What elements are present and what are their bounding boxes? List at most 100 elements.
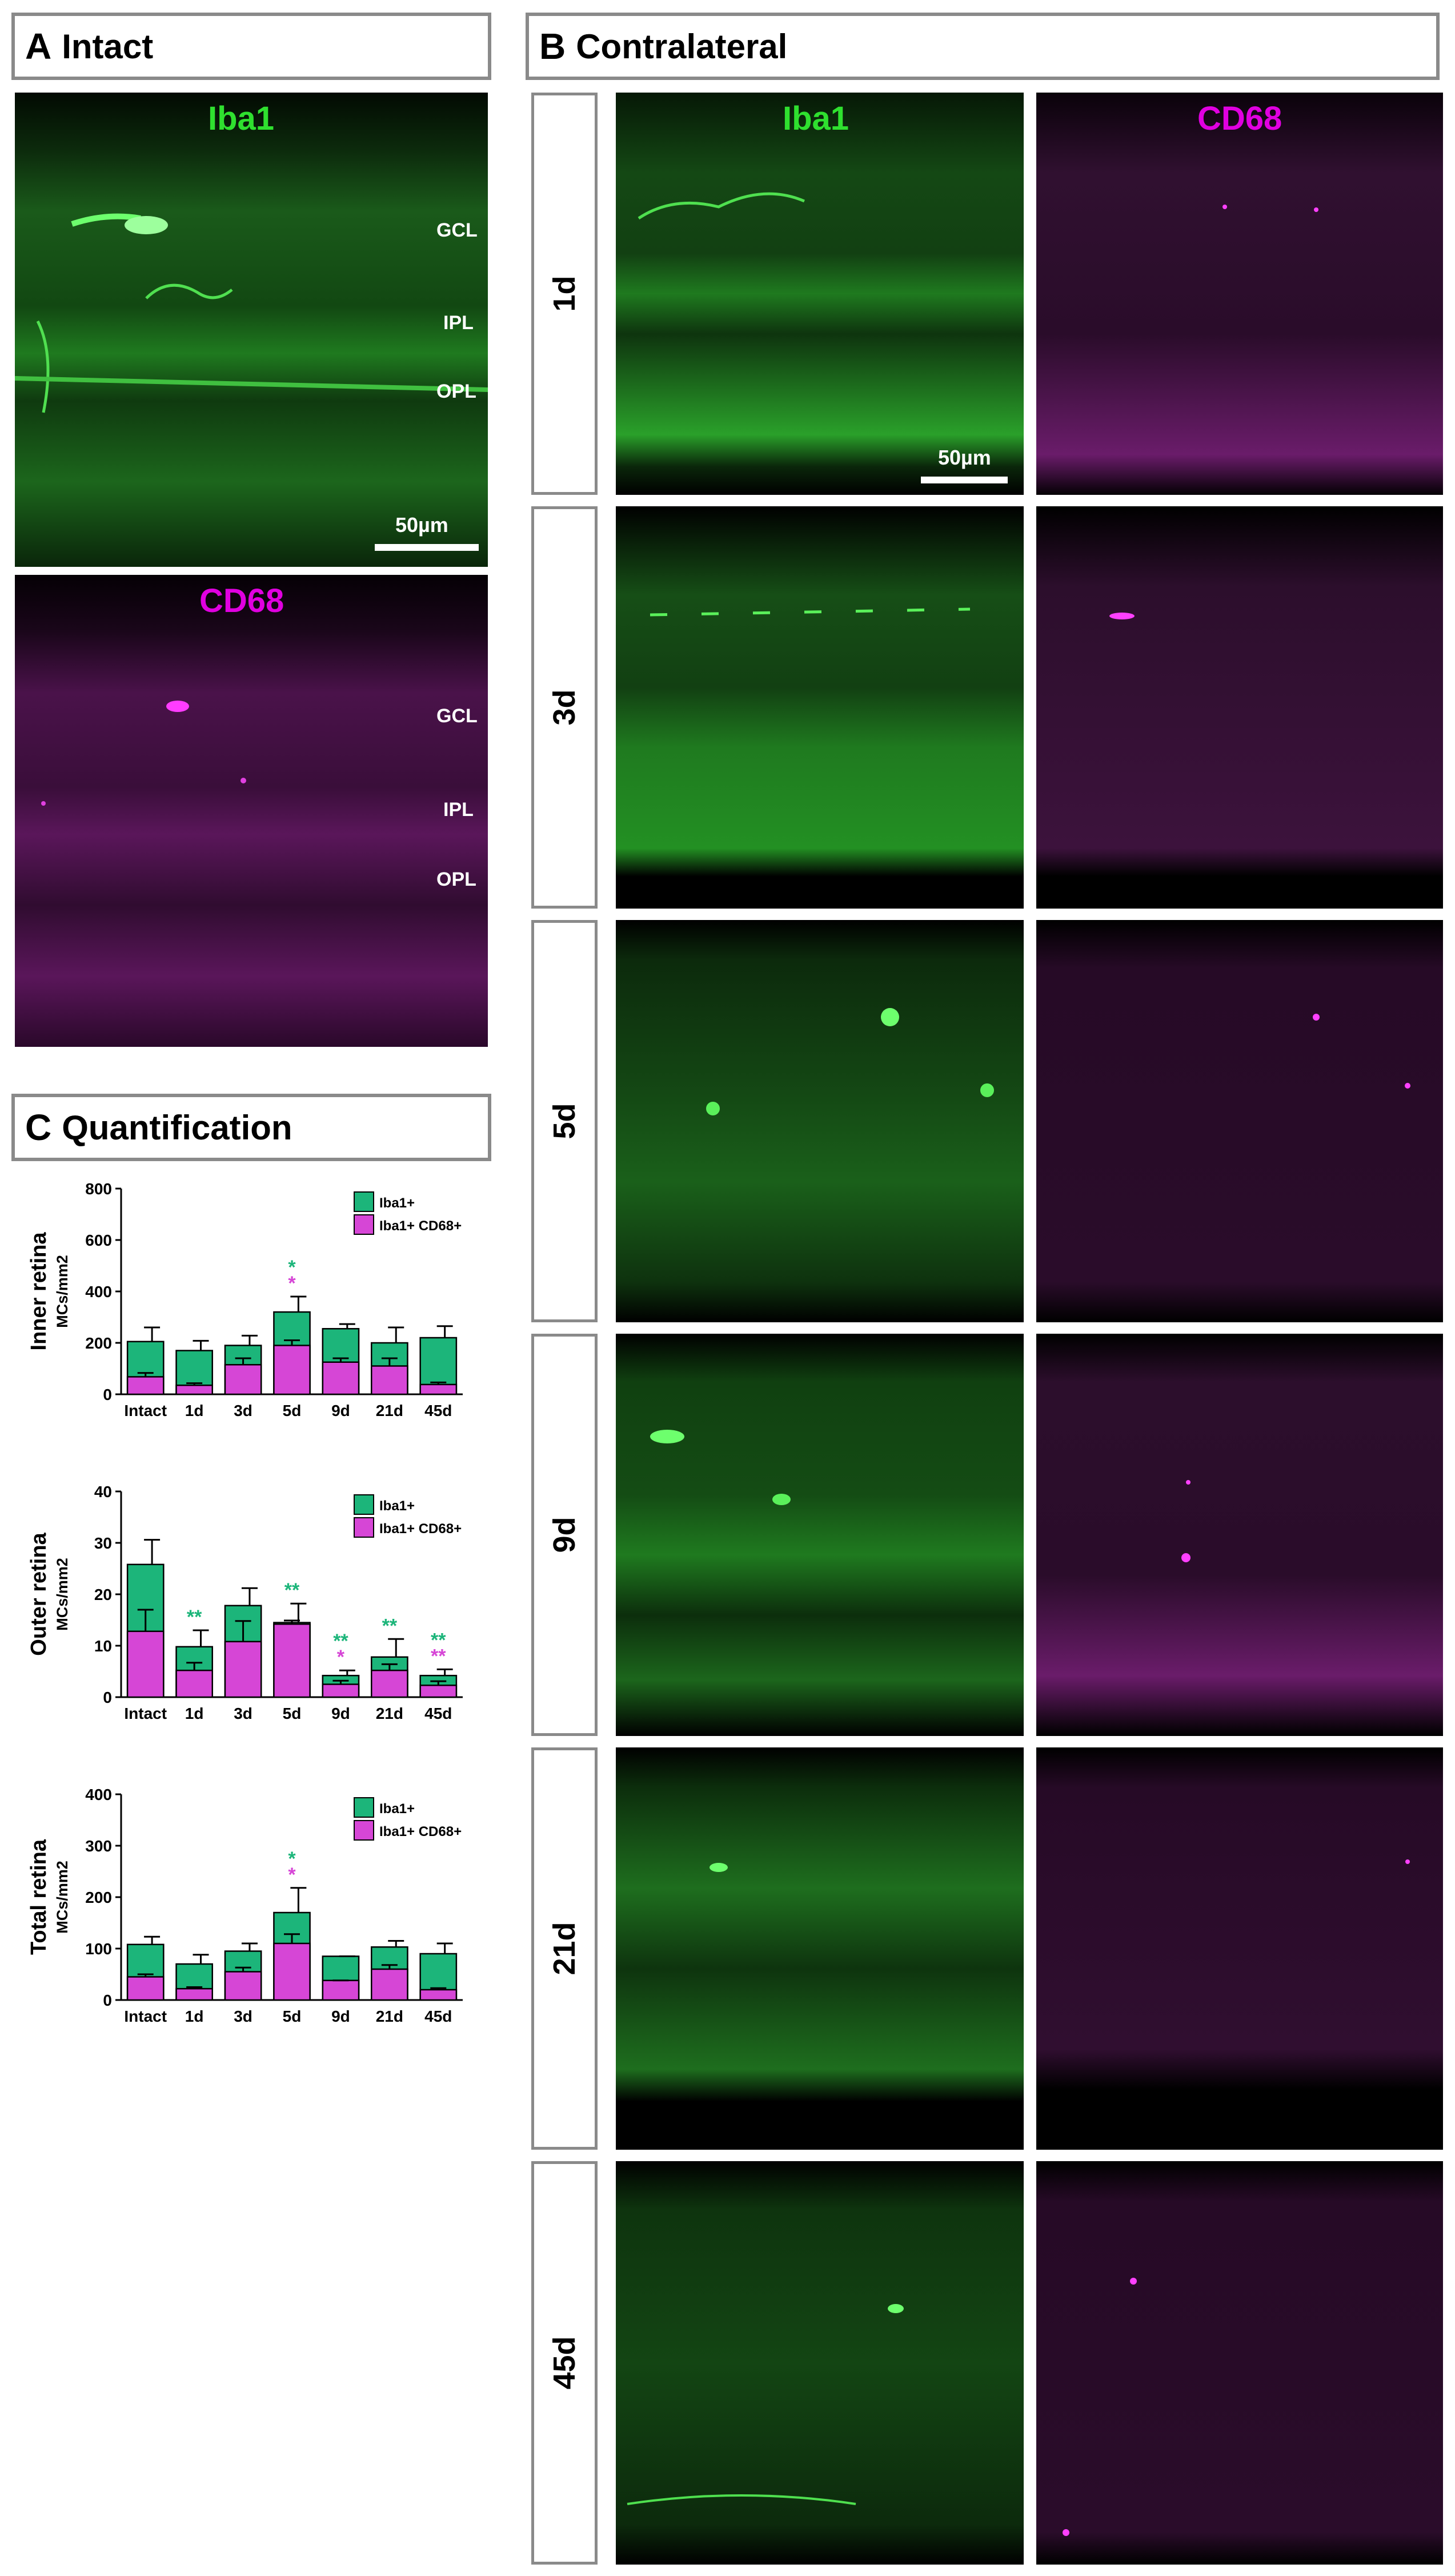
panel-b-header: B Contralateral bbox=[526, 13, 1440, 80]
y-axis-title: Outer retina bbox=[27, 1532, 51, 1655]
legend-swatch-iba1-cd68 bbox=[354, 1517, 374, 1538]
contra-45d-iba1-image bbox=[616, 2161, 1024, 2565]
intact-iba1-label: Iba1 bbox=[208, 100, 275, 137]
legend-label-iba1-cd68: Iba1+ CD68+ bbox=[379, 1218, 462, 1234]
contra-5d-iba1-image bbox=[616, 920, 1024, 1322]
bar-iba1-cd68 bbox=[273, 1345, 311, 1395]
bar-iba1-cd68 bbox=[370, 1669, 408, 1698]
x-tick-label: 1d bbox=[185, 2007, 204, 2025]
legend-swatch-iba1-cd68 bbox=[354, 1214, 374, 1235]
significance-mark: ** bbox=[431, 1645, 446, 1667]
contra-3d-cd68-image bbox=[1036, 506, 1443, 909]
bar-iba1-cd68 bbox=[419, 1383, 458, 1395]
significance-mark: * bbox=[337, 1646, 345, 1668]
legend-swatch-iba1-cd68 bbox=[354, 1820, 374, 1841]
bar-iba1-cd68 bbox=[419, 1685, 458, 1698]
intact-iba1-image: Iba1 GCL IPL OPL 50µm bbox=[15, 93, 488, 567]
x-tick-label: 9d bbox=[331, 2007, 350, 2025]
contra-9d-cd68-image bbox=[1036, 1334, 1443, 1736]
x-tick-label: 3d bbox=[234, 2007, 252, 2025]
x-tick-label: 1d bbox=[185, 1705, 204, 1722]
x-tick-label: 45d bbox=[424, 2007, 452, 2025]
x-tick-label: 5d bbox=[283, 1402, 302, 1419]
legend-label-iba1: Iba1+ bbox=[379, 1801, 415, 1817]
x-tick-label: 3d bbox=[234, 1402, 252, 1419]
row-label-box-21d: 21d bbox=[531, 1747, 598, 2150]
intact-scalebar bbox=[375, 544, 479, 551]
row-label-box-5d: 5d bbox=[531, 920, 598, 1322]
layer-opl-label: OPL bbox=[436, 869, 476, 890]
contra-scalebar-label: 50µm bbox=[938, 446, 991, 469]
panel-b-title: Contralateral bbox=[576, 27, 788, 66]
row-label-box-1d: 1d bbox=[531, 93, 598, 495]
intact-cd68-image: CD68 GCL IPL OPL bbox=[15, 575, 488, 1047]
row-label-box-9d: 9d bbox=[531, 1334, 598, 1736]
significance-mark: * bbox=[288, 1864, 296, 1886]
y-tick-label: 400 bbox=[85, 1283, 112, 1301]
intact-cd68-label: CD68 bbox=[199, 582, 284, 619]
contra-scalebar bbox=[921, 477, 1008, 483]
chart-inner-retina-svg: Inner retina MCs/mm2 0 200 400 600 800 Intact 1d… bbox=[27, 1180, 463, 1419]
x-tick-label: Intact bbox=[124, 1402, 167, 1419]
x-tick-label: 3d bbox=[234, 1705, 252, 1722]
legend-swatch-iba1 bbox=[354, 1494, 374, 1515]
y-tick-label: 400 bbox=[85, 1786, 112, 1803]
x-tick-label: 45d bbox=[424, 1402, 452, 1419]
panel-a-letter: A bbox=[25, 26, 52, 67]
bar-iba1-cd68 bbox=[224, 1971, 262, 2001]
x-tick-label: 1d bbox=[185, 1402, 204, 1419]
y-tick-label: 20 bbox=[94, 1586, 112, 1603]
legend-label-iba1-cd68: Iba1+ CD68+ bbox=[379, 1521, 462, 1537]
panel-a-title: Intact bbox=[62, 27, 154, 66]
layer-opl-label: OPL bbox=[436, 381, 476, 402]
contra-5d-cd68-image bbox=[1036, 920, 1443, 1322]
x-tick-label: Intact bbox=[124, 2007, 167, 2025]
x-tick-label: 9d bbox=[331, 1705, 350, 1722]
x-tick-label: 21d bbox=[376, 1705, 403, 1722]
y-tick-label: 0 bbox=[103, 1689, 112, 1706]
contra-3d-iba1-image bbox=[616, 506, 1024, 909]
panel-b-letter: B bbox=[539, 26, 566, 67]
x-tick-label: 21d bbox=[376, 2007, 403, 2025]
significance-mark: ** bbox=[333, 1630, 348, 1652]
y-axis-title: Total retina bbox=[27, 1839, 51, 1955]
x-tick-label: 21d bbox=[376, 1402, 403, 1419]
significance-mark: ** bbox=[431, 1629, 446, 1651]
y-tick-label: 200 bbox=[85, 1889, 112, 1906]
bar-iba1-cd68 bbox=[273, 1942, 311, 2001]
y-tick-label: 40 bbox=[94, 1483, 112, 1501]
contra-1d-cd68-image: CD68 bbox=[1036, 93, 1443, 495]
panel-a-header: A Intact bbox=[11, 13, 491, 80]
row-label-box-3d: 3d bbox=[531, 506, 598, 909]
contra-iba1-label: Iba1 bbox=[783, 100, 849, 137]
legend-label-iba1: Iba1+ bbox=[379, 1498, 415, 1514]
row-label-3d: 3d bbox=[547, 689, 582, 726]
layer-gcl-label: GCL bbox=[436, 219, 478, 241]
bar-iba1-cd68 bbox=[322, 1361, 360, 1395]
x-tick-label: Intact bbox=[124, 1705, 167, 1722]
bar-iba1-cd68 bbox=[419, 1989, 458, 2001]
y-tick-label: 30 bbox=[94, 1534, 112, 1552]
intact-scalebar-label: 50µm bbox=[395, 513, 448, 537]
y-axis-title: Inner retina bbox=[27, 1232, 51, 1351]
row-label-45d: 45d bbox=[547, 2336, 582, 2390]
chart-outer-retina-svg: Outer retina MCs/mm2 0 10 20 30 40 Intact 1d 3d 5d… bbox=[27, 1483, 463, 1722]
bar-iba1-cd68 bbox=[322, 1979, 360, 2001]
layer-ipl-label: IPL bbox=[443, 312, 474, 334]
x-tick-label: 5d bbox=[283, 2007, 302, 2025]
x-tick-label: 45d bbox=[424, 1705, 452, 1722]
y-tick-label: 0 bbox=[103, 1991, 112, 2009]
y-tick-label: 100 bbox=[85, 1940, 112, 1958]
bar-iba1-cd68 bbox=[126, 1976, 165, 2001]
layer-ipl-label: IPL bbox=[443, 799, 474, 821]
row-label-9d: 9d bbox=[547, 1517, 582, 1553]
chart-inner-retina: Inner retina MCs/mm2 0 200 400 600 800 Intact 1d… bbox=[11, 1177, 491, 1451]
bar-iba1-cd68 bbox=[126, 1376, 165, 1395]
bar-iba1-cd68 bbox=[322, 1683, 360, 1698]
row-label-box-45d: 45d bbox=[531, 2161, 598, 2565]
bar-iba1-cd68 bbox=[175, 1669, 214, 1698]
y-tick-label: 600 bbox=[85, 1231, 112, 1249]
significance-mark: ** bbox=[284, 1579, 300, 1601]
significance-mark: * bbox=[288, 1848, 296, 1870]
panel-c-letter: C bbox=[25, 1107, 52, 1148]
